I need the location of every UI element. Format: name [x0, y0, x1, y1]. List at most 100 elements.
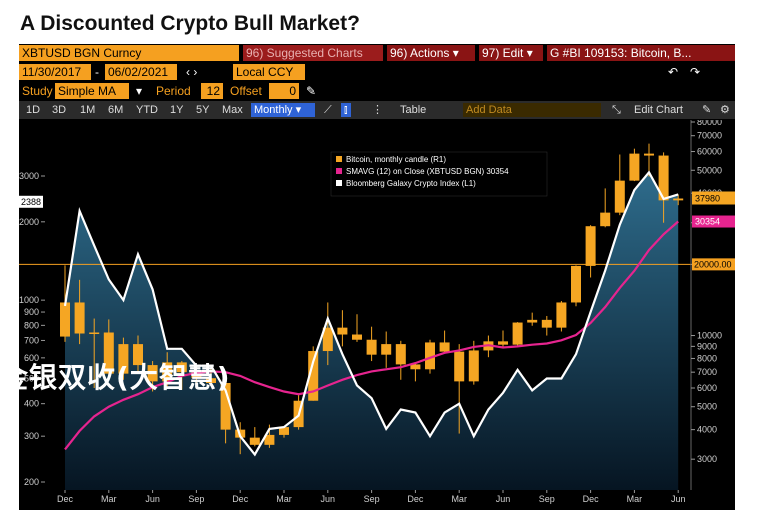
toolbar-row-1: XBTUSD BGN Curncy 96) Suggested Charts 9… [19, 44, 735, 62]
x-tick-label: Jun [496, 494, 511, 504]
end-date-field[interactable]: 06/02/2021 [105, 64, 177, 80]
right-tick-label: 80000 [697, 120, 722, 127]
period-field[interactable]: 12 [201, 83, 223, 99]
left-tick-label: 700 [24, 335, 39, 345]
left-tick-label: 1000 [19, 295, 39, 305]
actions-menu[interactable]: 96) Actions ▾ [387, 45, 475, 61]
toolbar-row-3: Study Simple MA ▾ Period 12 Offset 0 ✎ [19, 82, 735, 100]
candle-body [527, 319, 538, 323]
candle-body [337, 327, 348, 335]
candle-body [89, 332, 100, 335]
redo-icon[interactable]: ↷ [690, 65, 701, 79]
x-axis: Dec Mar Jun Sep Dec Mar Jun Sep Dec Mar Jun Sep Dec M… [57, 490, 685, 504]
tab-1y[interactable]: 1Y [170, 104, 184, 116]
right-tick-label: 5000 [697, 402, 717, 412]
date-separator: - [95, 65, 99, 79]
table-button[interactable]: Table [400, 104, 427, 116]
tab-ytd[interactable]: YTD [136, 104, 158, 116]
candle-body [191, 372, 202, 379]
tab-1m[interactable]: 1M [80, 104, 96, 116]
gear-icon[interactable]: ⚙ [720, 104, 730, 116]
interval-dropdown[interactable]: Monthly ▾ [251, 103, 315, 117]
candle-body [279, 427, 289, 435]
offset-label: Offset [230, 84, 262, 98]
candle-body [658, 155, 669, 201]
bloomberg-terminal: XBTUSD BGN Curncy 96) Suggested Charts 9… [19, 44, 735, 510]
left-tick-label: 800 [24, 320, 39, 330]
candle-body [585, 226, 596, 266]
x-tick-label: Mar [101, 494, 117, 504]
right-tick-label: 4000 [697, 425, 717, 435]
line-chart-icon[interactable]: ⟋ [324, 104, 332, 116]
x-tick-label: Dec [232, 494, 249, 504]
candle-body [498, 341, 508, 345]
more-options-icon[interactable]: ⋮ [372, 104, 383, 116]
tab-1d[interactable]: 1D [26, 104, 41, 116]
right-tick-label: 70000 [697, 131, 722, 141]
tab-max[interactable]: Max [222, 104, 243, 116]
edit-menu[interactable]: 97) Edit ▾ [479, 45, 543, 61]
candle-body [366, 339, 377, 355]
candle-body [541, 319, 552, 328]
x-tick-label: Sep [539, 494, 555, 504]
candle-body [556, 302, 567, 328]
candle-body [220, 382, 231, 430]
candle-body [629, 153, 640, 181]
edit-chart-button[interactable]: Edit Chart [634, 104, 683, 116]
x-tick-label: Sep [364, 494, 380, 504]
collapse-icon[interactable]: ⤡ [612, 104, 621, 116]
sma-value-tag: 30354 [695, 217, 720, 227]
candle-body [162, 362, 173, 382]
sma-line [64, 220, 679, 451]
left-tick-label: 3000 [19, 171, 39, 181]
x-tick-label: Jun [671, 494, 686, 504]
index-line [63, 170, 679, 457]
candle-value-tag: 37980 [695, 194, 720, 204]
pencil-icon[interactable]: ✎ [306, 84, 317, 98]
left-tick-label: 2000 [19, 217, 39, 227]
left-value-tag: 2388 [21, 197, 41, 207]
x-tick-label: Mar [627, 494, 643, 504]
candle-body [600, 212, 611, 227]
start-date-field[interactable]: 11/30/2017 [19, 64, 91, 80]
hline-value-tag: 20000.00 [694, 259, 732, 269]
candle-body [439, 342, 450, 352]
x-tick-label: Mar [451, 494, 467, 504]
date-nav-arrows[interactable]: ‹ › [186, 65, 198, 79]
candle-body [454, 351, 465, 382]
candle-body [118, 344, 129, 374]
legend-entry: Bloomberg Galaxy Crypto Index (L1) [346, 179, 476, 188]
legend-swatch [336, 180, 342, 186]
left-tick-label: 400 [24, 399, 39, 409]
right-tick-label: 7000 [697, 367, 717, 377]
candle-chart-icon[interactable]: ⫾ [341, 103, 351, 117]
right-tick-label: 9000 [697, 341, 717, 351]
x-tick-label: Dec [583, 494, 600, 504]
value-tags: 37980 30354 20000.00 [692, 191, 735, 271]
candle-body [176, 362, 187, 373]
add-data-field[interactable]: Add Data [463, 103, 601, 117]
tab-3d[interactable]: 3D [52, 104, 67, 116]
ticker-field[interactable]: XBTUSD BGN Curncy [19, 45, 239, 61]
security-field[interactable]: G #BI 109153: Bitcoin, B... [547, 45, 735, 61]
undo-icon[interactable]: ↶ [668, 65, 679, 79]
legend-swatch [336, 156, 342, 162]
legend-entry: Bitcoin, monthly candle (R1) [346, 155, 446, 164]
index-area [65, 172, 679, 491]
x-tick-label: Dec [407, 494, 424, 504]
study-dropdown-icon[interactable]: ▾ [136, 84, 143, 98]
suggested-charts-button[interactable]: 96) Suggested Charts [243, 45, 383, 61]
left-tick-label: 500 [24, 373, 39, 383]
sma-series [64, 220, 679, 451]
right-tick-label: 6000 [697, 383, 717, 393]
tab-6m[interactable]: 6M [108, 104, 124, 116]
watermark-text: 金银双收(大智慧) [0, 361, 231, 394]
tab-5y[interactable]: 5Y [196, 104, 210, 116]
draw-icon[interactable]: ✎ [702, 104, 712, 116]
offset-field[interactable]: 0 [269, 83, 299, 99]
candle-body [206, 378, 216, 383]
study-field[interactable]: Simple MA [55, 83, 129, 99]
candle-body [147, 365, 158, 382]
currency-field[interactable]: Local CCY [233, 64, 305, 80]
candles [60, 143, 684, 455]
